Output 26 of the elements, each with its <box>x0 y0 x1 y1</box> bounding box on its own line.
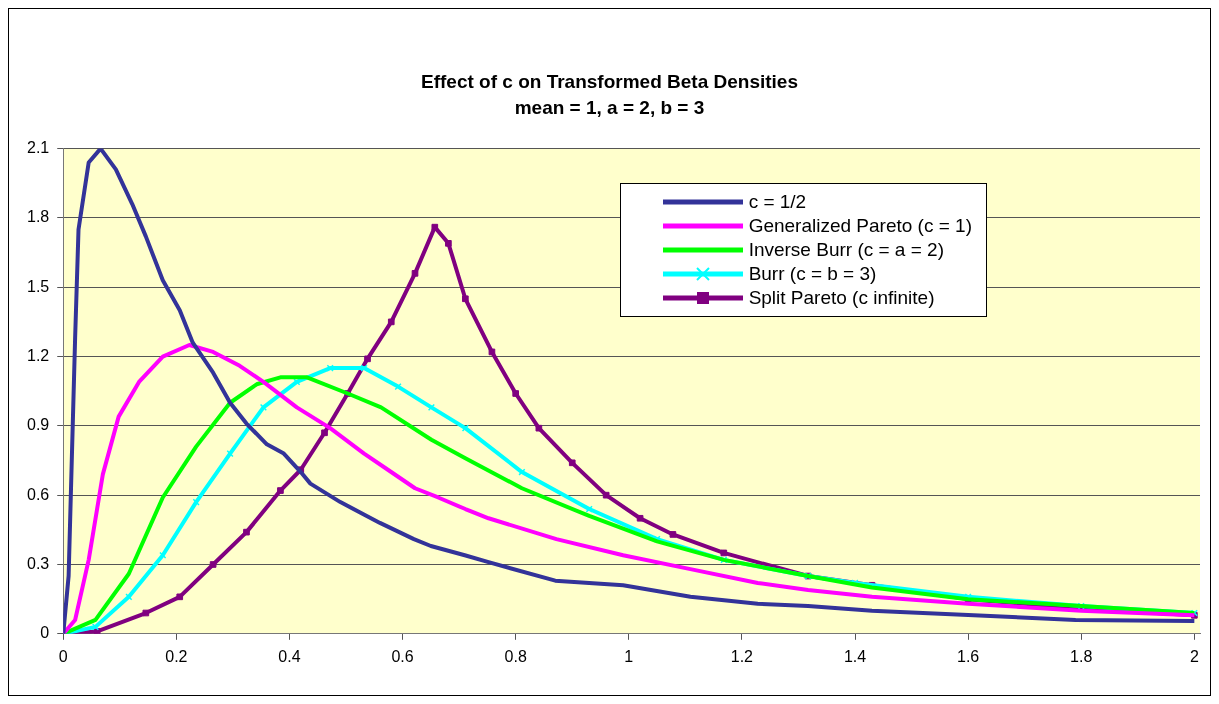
x-tick-label: 2 <box>1189 647 1199 665</box>
y-tick-label: 1.5 <box>26 277 50 295</box>
legend-label: Burr (c = b = 3) <box>748 261 877 286</box>
legend-label: Generalized Pareto (c = 1) <box>748 213 972 238</box>
x-tick-label: 0.8 <box>504 647 527 665</box>
x-tick-label: 1 <box>624 647 634 665</box>
y-tick-label: 1.8 <box>26 208 50 226</box>
x-tick-label: 1.2 <box>730 647 754 665</box>
y-tick-label: 0.6 <box>26 485 50 503</box>
x-tick-label: 1.6 <box>957 647 980 665</box>
y-tick-label: 1.2 <box>26 346 50 364</box>
x-tick-label: 1.4 <box>843 647 867 665</box>
x-tick-label: 0.4 <box>278 647 301 665</box>
x-tick-label: 1.8 <box>1070 647 1093 665</box>
legend-label: Split Pareto (c infinite) <box>748 285 935 310</box>
y-tick-label: 0.3 <box>26 554 50 572</box>
x-tick-label: 0 <box>58 647 68 665</box>
chart-subtitle: mean = 1, a = 2, b = 3 <box>514 97 705 119</box>
x-tick-label: 0.2 <box>165 647 188 665</box>
chart-title: Effect of c on Transformed Beta Densities <box>421 70 798 92</box>
legend-label: Inverse Burr (c = a = 2) <box>748 237 944 262</box>
x-tick-label: 0.6 <box>391 647 414 665</box>
y-tick-label: 0.9 <box>26 416 50 434</box>
y-tick-label: 0 <box>40 624 50 642</box>
legend-label: c = 1/2 <box>748 189 807 214</box>
y-tick-label: 2.1 <box>26 139 50 157</box>
